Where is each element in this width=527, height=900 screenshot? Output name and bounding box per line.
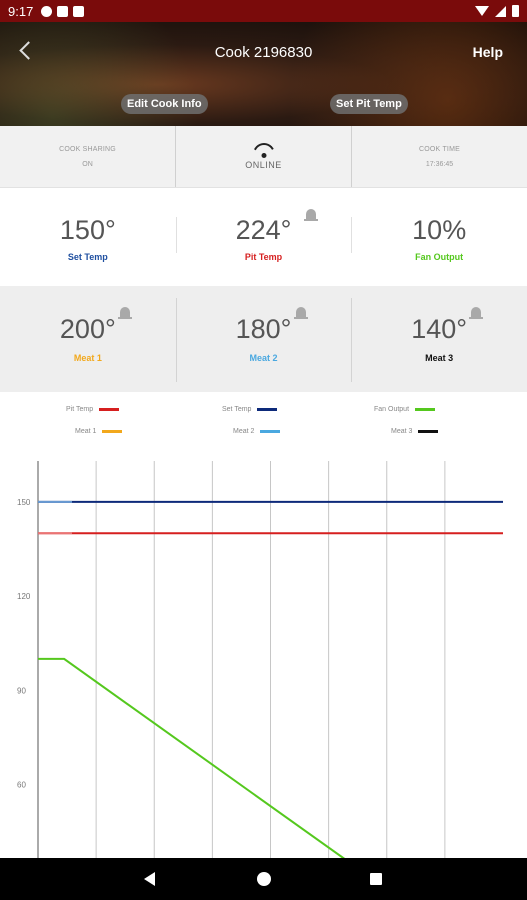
battery-icon (512, 5, 519, 17)
legend-swatch (418, 430, 439, 433)
navigation-bar (0, 858, 527, 900)
temperature-row: 150° Set Temp 224° Pit Temp 10% Fan Outp… (0, 189, 527, 285)
status-time: 9:17 (8, 3, 34, 19)
set-temp-label: Set Temp (67, 252, 108, 262)
legend-label: Fan Output (374, 406, 410, 413)
fan-output-label: Fan Output (415, 252, 464, 262)
legend-label: Meat 2 (233, 428, 255, 435)
pit-temp-cell[interactable]: 224° Pit Temp (175, 189, 352, 285)
fan-output-cell[interactable]: 10% Fan Output (351, 189, 527, 285)
cook-time: COOK TIME 17:36:45 (351, 126, 527, 187)
cook-time-value: 17:36:45 (425, 160, 454, 168)
y-tick-label: 120 (17, 592, 31, 601)
meat-1-label: Meat 1 (73, 353, 102, 363)
chart-svg: 150 120 90 60 (17, 461, 503, 861)
legend-label: Meat 1 (75, 428, 97, 435)
set-pit-temp-button[interactable]: Set Pit Temp (330, 94, 408, 114)
nav-back-icon[interactable] (144, 872, 155, 886)
online-status: ONLINE (245, 160, 282, 170)
legend-item: Pit Temp (66, 406, 120, 413)
set-temp-cell[interactable]: 150° Set Temp (0, 189, 176, 285)
chart-legend: Pit Temp Set Temp Fan Output Meat 1 Meat… (0, 400, 527, 450)
meat-probe-row: 200° Meat 1 180° Meat 2 140° Meat 3 (0, 286, 527, 392)
meat-1-alarm-bell-icon[interactable] (118, 306, 132, 322)
meat-2-value: 180° (235, 314, 292, 344)
legend-swatch (260, 430, 281, 433)
meat-2-cell[interactable]: 180° Meat 2 (175, 286, 352, 392)
cook-time-label: COOK TIME (419, 145, 460, 153)
legend-label: Set Temp (222, 406, 252, 413)
meat-1-cell[interactable]: 200° Meat 1 (0, 286, 176, 392)
y-tick-label: 150 (17, 498, 31, 507)
y-tick-label: 90 (17, 686, 26, 695)
edit-cook-info-button[interactable]: Edit Cook Info (121, 94, 208, 114)
help-button[interactable]: Help (472, 44, 503, 60)
legend-swatch (415, 408, 436, 411)
legend-item: Fan Output (374, 406, 436, 413)
notification-icon (41, 5, 53, 17)
nav-home-icon[interactable] (257, 872, 271, 886)
cook-sharing-label: COOK SHARING (59, 145, 116, 153)
legend-item: Meat 2 (233, 428, 281, 435)
meat-3-label: Meat 3 (425, 353, 454, 363)
meat-1-value: 200° (59, 314, 116, 344)
meat-3-alarm-bell-icon[interactable] (469, 306, 484, 322)
legend-item: Meat 1 (75, 428, 123, 435)
cook-sharing-value: ON (82, 160, 93, 168)
notification-icon (57, 5, 69, 17)
legend-swatch (99, 408, 120, 411)
legend-label: Meat 3 (391, 428, 413, 435)
meat-3-value: 140° (411, 314, 468, 344)
set-temp-value: 150° (59, 215, 116, 245)
signal-icon (495, 5, 506, 17)
y-tick-label: 60 (17, 781, 26, 790)
cook-sharing: COOK SHARING ON (0, 126, 175, 187)
nav-recents-icon[interactable] (370, 873, 382, 885)
pit-temp-value: 224° (235, 215, 292, 245)
legend-item: Meat 3 (391, 428, 439, 435)
temperature-chart[interactable]: 150 120 90 60 (0, 455, 527, 861)
legend-swatch (257, 408, 278, 411)
status-bar: 9:17 (0, 0, 527, 22)
legend-item: Set Temp (222, 406, 278, 413)
page-title: Cook 2196830 (214, 44, 313, 61)
pit-temp-label: Pit Temp (244, 252, 283, 262)
meat-2-label: Meat 2 (249, 353, 278, 363)
notification-icon (73, 5, 85, 17)
wifi-status-icon (475, 6, 489, 16)
fan-output-value: 10% (412, 215, 467, 245)
legend-swatch (102, 430, 123, 433)
header: Cook 2196830 Help Edit Cook Info Set Pit… (0, 22, 527, 126)
cook-info-row: COOK SHARING ON ONLINE COOK TIME 17:36:4… (0, 126, 527, 188)
wifi-icon (252, 143, 275, 158)
meat-2-alarm-bell-icon[interactable] (293, 306, 308, 322)
series-line (38, 657, 347, 861)
legend-label: Pit Temp (66, 406, 94, 413)
pit-alarm-bell-icon[interactable] (303, 208, 318, 224)
meat-3-cell[interactable]: 140° Meat 3 (351, 286, 527, 392)
connection-status: ONLINE (175, 126, 351, 187)
